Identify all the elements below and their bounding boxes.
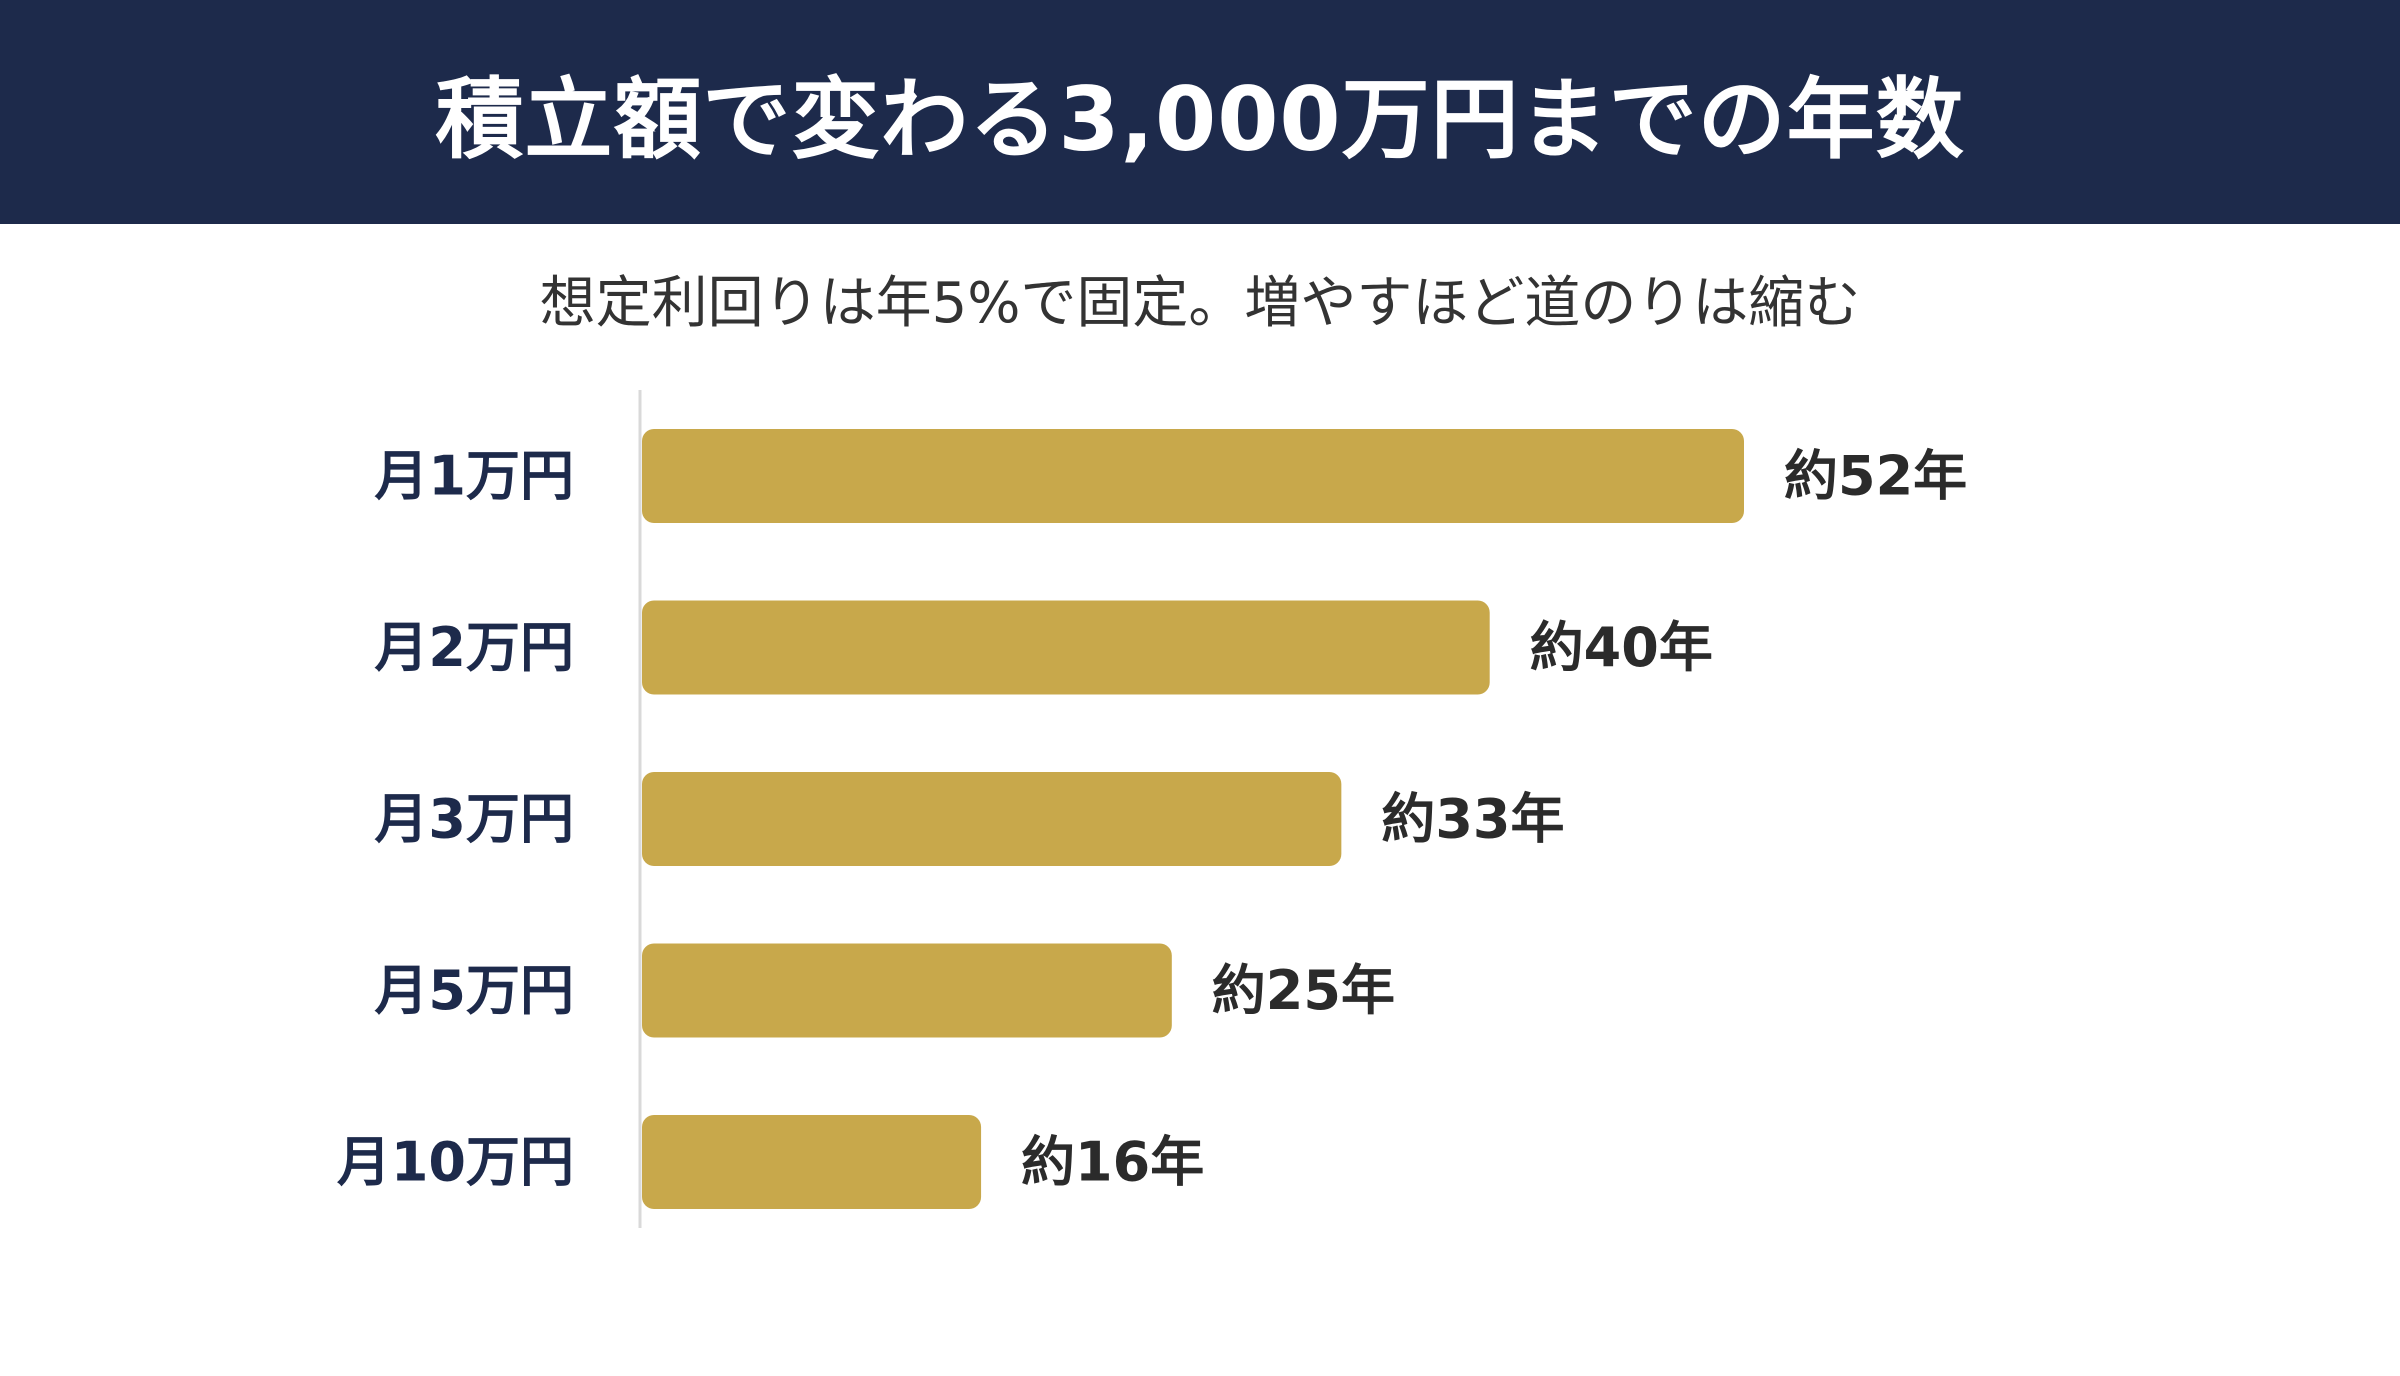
category-label-5: 月10万円 — [337, 1131, 574, 1194]
bar-2 — [642, 600, 1490, 695]
value-label-2: 約40年 — [1530, 616, 1713, 679]
value-label-5: 約16年 — [1021, 1131, 1204, 1194]
category-label-1: 月1万円 — [374, 445, 574, 508]
bar-3 — [642, 772, 1342, 866]
category-label-2: 月2万円 — [374, 616, 574, 679]
chart-subtitle: 想定利回りは年5%で固定。増やすほど道のりは縮む — [539, 271, 1861, 336]
category-label-4: 月5万円 — [374, 959, 574, 1022]
bar-4 — [642, 943, 1172, 1038]
header-banner: 積立額で変わる3,000万円までの年数 — [0, 0, 2400, 224]
chart-title: 積立額で変わる3,000万円までの年数 — [435, 67, 1965, 171]
value-label-3: 約33年 — [1381, 788, 1564, 851]
value-label-1: 約52年 — [1784, 445, 1967, 508]
bar-1 — [642, 429, 1744, 523]
category-label-3: 月3万円 — [374, 788, 574, 851]
bar-5 — [642, 1115, 982, 1209]
value-label-4: 約25年 — [1212, 959, 1395, 1022]
